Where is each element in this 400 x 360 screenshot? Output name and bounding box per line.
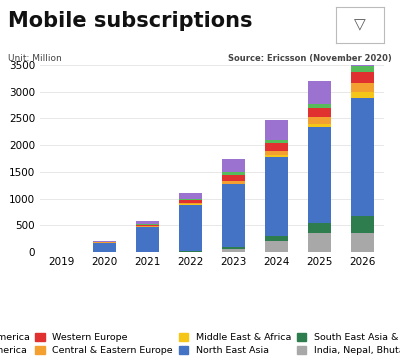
Bar	[222, 184, 245, 247]
Bar	[265, 120, 288, 140]
Bar	[136, 226, 159, 227]
Bar	[308, 108, 331, 117]
Text: Source: Ericsson (November 2020): Source: Ericsson (November 2020)	[228, 54, 392, 63]
Bar	[308, 233, 331, 252]
Bar	[179, 200, 202, 203]
Bar	[351, 83, 374, 91]
Bar	[179, 251, 202, 252]
Bar	[136, 221, 159, 224]
Bar	[308, 81, 331, 104]
Bar	[308, 123, 331, 127]
Bar	[136, 225, 159, 226]
Bar	[351, 99, 374, 216]
Bar	[265, 151, 288, 155]
Bar	[351, 41, 374, 66]
Bar	[265, 241, 288, 252]
Bar	[265, 155, 288, 157]
Bar	[351, 233, 374, 252]
Bar	[179, 203, 202, 204]
Bar	[308, 104, 331, 108]
Bar	[265, 157, 288, 237]
Bar	[265, 237, 288, 241]
Text: ▽: ▽	[354, 18, 366, 33]
Bar	[222, 172, 245, 175]
Text: Mobile subscriptions: Mobile subscriptions	[8, 11, 252, 31]
Legend: North America, Latin America, Western Europe, Central & Eastern Europe, Middle E: North America, Latin America, Western Eu…	[0, 333, 400, 355]
Bar	[222, 247, 245, 249]
Bar	[136, 227, 159, 252]
Bar	[179, 204, 202, 205]
Bar	[265, 143, 288, 151]
Bar	[265, 140, 288, 143]
Bar	[351, 66, 374, 72]
Bar	[351, 91, 374, 99]
Bar	[222, 249, 245, 252]
Text: Unit: Million: Unit: Million	[8, 54, 62, 63]
Bar	[308, 223, 331, 233]
Bar	[179, 193, 202, 199]
Bar	[222, 175, 245, 181]
Bar	[222, 159, 245, 172]
Bar	[179, 199, 202, 200]
Bar	[136, 224, 159, 225]
Bar	[93, 243, 116, 252]
Bar	[93, 241, 116, 242]
Bar	[222, 181, 245, 184]
Bar	[179, 205, 202, 251]
Bar	[308, 127, 331, 223]
Bar	[351, 216, 374, 233]
Bar	[308, 117, 331, 123]
Bar	[351, 72, 374, 83]
